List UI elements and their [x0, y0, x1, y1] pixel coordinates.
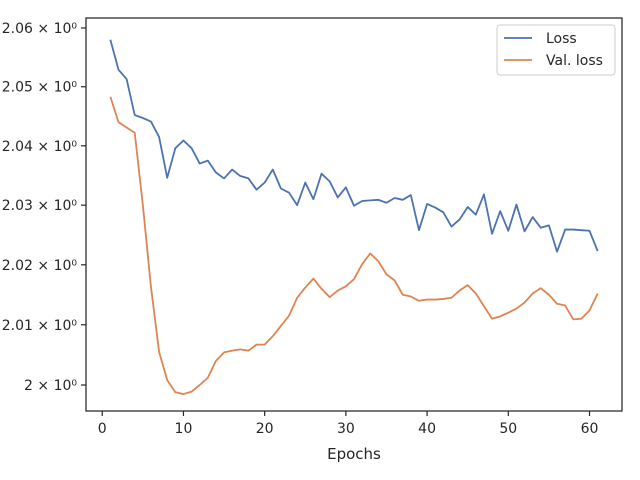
- legend-label-loss: Loss: [546, 31, 577, 47]
- plot-area: [86, 18, 622, 411]
- x-tick-label: 60: [581, 421, 599, 437]
- y-tick-label: 2.06 × 10⁰: [2, 21, 78, 37]
- series-lines: [109, 39, 599, 395]
- legend: Loss Val. loss: [496, 24, 616, 76]
- series-line-val-loss: [109, 96, 599, 395]
- x-tick-label: 50: [499, 421, 517, 437]
- x-axis-label: Epochs: [327, 445, 381, 463]
- y-tick-label: 2 × 10⁰: [24, 378, 77, 394]
- y-tick-label: 2.03 × 10⁰: [2, 198, 78, 214]
- legend-label-val-loss: Val. loss: [546, 53, 603, 69]
- x-tick-label: 0: [98, 421, 107, 437]
- y-tick-label: 2.04 × 10⁰: [2, 139, 78, 155]
- series-line-loss: [109, 39, 599, 253]
- plot-frame: [85, 17, 623, 412]
- x-tick-label: 30: [337, 421, 355, 437]
- axes: 0 10 20 30 40 50 60 2 × 10⁰ 2.01 × 10⁰ 2.02 × 10⁰…: [2, 21, 599, 437]
- y-tick-label: 2.05 × 10⁰: [2, 80, 78, 96]
- x-tick-label: 10: [175, 421, 193, 437]
- x-tick-label: 20: [256, 421, 274, 437]
- y-tick-label: 2.02 × 10⁰: [2, 258, 78, 274]
- x-tick-label: 40: [418, 421, 436, 437]
- y-tick-label: 2.01 × 10⁰: [2, 318, 78, 334]
